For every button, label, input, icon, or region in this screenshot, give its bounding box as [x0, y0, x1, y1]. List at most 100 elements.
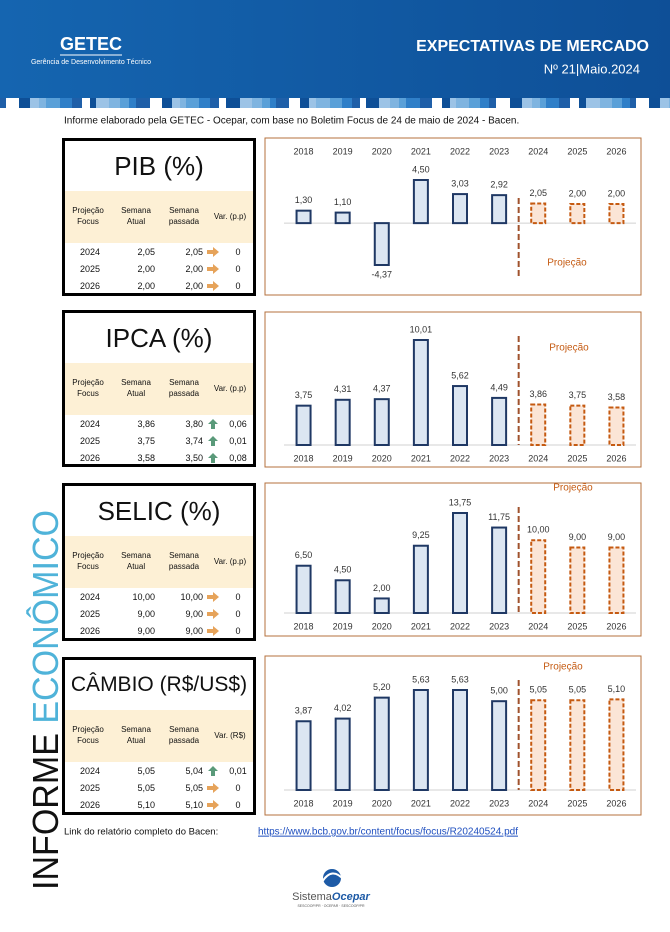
value-label: 2,00 — [373, 583, 391, 593]
strip-block — [330, 98, 342, 108]
table-cell: 0 — [235, 592, 241, 602]
table-cell: 2026 — [79, 800, 101, 810]
bar — [452, 193, 468, 225]
table-cell: 3,58 — [137, 453, 155, 463]
strip-block — [136, 98, 150, 108]
bar — [491, 526, 508, 615]
strip-block — [450, 98, 456, 108]
bar — [608, 698, 625, 792]
category-label: 2021 — [411, 621, 431, 631]
table-cell: 3,74 — [185, 436, 203, 446]
trend-icon — [207, 783, 219, 793]
bar — [334, 398, 351, 447]
arrow-right — [207, 626, 219, 636]
strip-block — [96, 98, 109, 108]
strip-block — [636, 98, 649, 108]
category-label: 2023 — [489, 621, 509, 631]
annotation: Projeção — [553, 483, 593, 494]
intro: Informe elaborado pela GETEC - Ocepar, c… — [64, 116, 519, 127]
bar — [452, 689, 468, 791]
strip-block — [510, 98, 522, 108]
strip-block — [186, 98, 199, 108]
table-cell: 2,05 — [137, 247, 155, 257]
bar — [569, 202, 586, 225]
value-label: 1,10 — [334, 197, 352, 207]
chart: 1,30 2018 1,10 2019 -4,37 2020 4,50 2021 3,03 202… — [264, 137, 642, 296]
arrow-up — [208, 766, 218, 776]
table-header: Projeção Focus Semana Atual Semana passada… — [65, 363, 253, 415]
table-cell: 9,00 — [137, 626, 155, 636]
header-cell: Var. (R$) — [214, 731, 246, 740]
report-link[interactable]: https://www.bcb.gov.br/content/focus/foc… — [258, 827, 518, 838]
table-cell: 3,86 — [137, 419, 155, 429]
category-label: 2018 — [294, 798, 314, 808]
header-cell: Semana passada — [168, 725, 200, 745]
strip-block — [579, 98, 586, 108]
strip-block — [129, 98, 136, 108]
value-label: 5,62 — [451, 370, 469, 380]
charts: 1,30 2018 1,10 2019 -4,37 2020 4,50 2021 3,03 202… — [264, 137, 642, 816]
table-cell: 0 — [235, 609, 241, 619]
bar — [530, 403, 547, 447]
table-cell: 0,01 — [229, 766, 247, 776]
strip-block — [289, 98, 300, 108]
table-cell: 2026 — [79, 281, 101, 291]
category-label: 2020 — [372, 798, 392, 808]
category-label: 2020 — [372, 621, 392, 631]
logo-icon-mark — [321, 872, 345, 883]
chart: 3,87 2018 4,02 2019 5,20 2020 5,63 2021 5,63 2022… — [264, 655, 642, 816]
strip-block — [162, 98, 172, 108]
value-label: 10,00 — [527, 525, 550, 535]
strip-block — [270, 98, 276, 108]
bar — [491, 700, 508, 792]
strip-block — [6, 98, 19, 108]
arrow-right — [207, 800, 219, 810]
table-header: Projeção Focus Semana Atual Semana passada… — [65, 710, 253, 762]
table-cell: 2024 — [79, 592, 101, 602]
value-label: 13,75 — [449, 497, 472, 507]
value-label: 4,50 — [412, 164, 430, 174]
bar — [334, 211, 351, 225]
table-cell: 2024 — [79, 419, 101, 429]
header-cell: Semana Atual — [121, 551, 151, 571]
value-label: 3,87 — [295, 706, 313, 716]
table-cell: 2025 — [79, 609, 101, 619]
table-cell: 3,80 — [185, 419, 203, 429]
strip-block — [180, 98, 186, 108]
table-box: CÂMBIO (R$/US$) Projeção Focus Semana Atua… — [62, 657, 256, 815]
category-label: 2025 — [567, 146, 587, 156]
trend-icon — [207, 264, 219, 274]
table-title: SELIC (%) — [97, 496, 221, 526]
strip-block — [60, 98, 72, 108]
table-cell: 0 — [235, 783, 241, 793]
table-header: Projeção Focus Semana Atual Semana passada… — [65, 536, 253, 588]
bar — [334, 579, 351, 614]
table-box: IPCA (%) Projeção Focus Semana Atual Semana… — [62, 310, 256, 467]
trend-icon — [208, 419, 218, 429]
link-label: Link do relatório completo do Bacen: — [64, 827, 218, 838]
table-cell: 10,00 — [180, 592, 203, 602]
table-title: CÂMBIO (R$/US$) — [70, 673, 248, 696]
table-cell: 5,04 — [185, 766, 203, 776]
trend-icon — [207, 592, 219, 602]
strip-block — [120, 98, 129, 108]
category-label: 2020 — [372, 146, 392, 156]
strip-block — [622, 98, 630, 108]
strip-block — [342, 98, 352, 108]
category-label: 2023 — [489, 453, 509, 463]
chart: 6,50 2018 4,50 2019 2,00 2020 9,25 2021 13,75 202… — [264, 482, 642, 637]
strip-block — [612, 98, 622, 108]
category-label: 2022 — [450, 621, 470, 631]
category-label: 2024 — [528, 453, 548, 463]
value-label: 5,20 — [373, 682, 391, 692]
table-cell: 2025 — [79, 264, 101, 274]
strip-block — [262, 98, 270, 108]
value-label: 4,37 — [373, 384, 391, 394]
value-label: 4,31 — [334, 384, 352, 394]
arrow-right — [207, 281, 219, 291]
category-label: 2024 — [528, 621, 548, 631]
bar — [412, 689, 429, 791]
header-cell: Semana Atual — [121, 378, 151, 398]
table-cell: 3,50 — [185, 453, 203, 463]
trend-icon — [208, 766, 218, 776]
